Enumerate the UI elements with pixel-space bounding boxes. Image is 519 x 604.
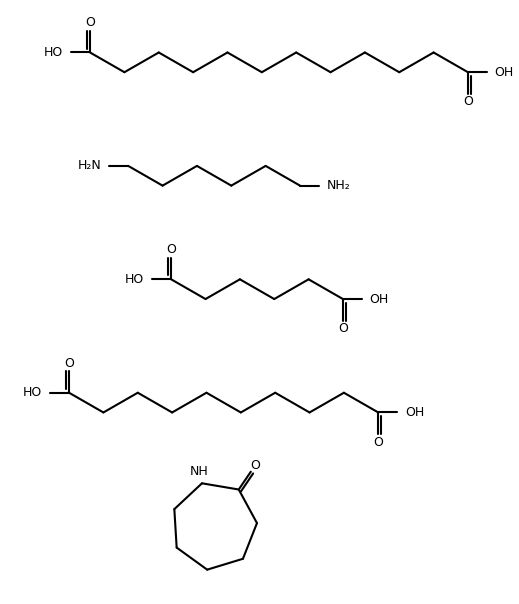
Text: O: O (373, 435, 383, 449)
Text: NH: NH (189, 466, 208, 478)
Text: OH: OH (495, 66, 514, 79)
Text: NH₂: NH₂ (327, 179, 350, 192)
Text: O: O (250, 459, 260, 472)
Text: O: O (64, 356, 74, 370)
Text: O: O (463, 95, 473, 108)
Text: HO: HO (23, 386, 43, 399)
Text: O: O (166, 243, 176, 256)
Text: HO: HO (125, 273, 144, 286)
Text: O: O (338, 322, 348, 335)
Text: OH: OH (405, 406, 424, 419)
Text: OH: OH (370, 292, 389, 306)
Text: O: O (85, 16, 95, 30)
Text: H₂N: H₂N (78, 159, 102, 172)
Text: HO: HO (44, 46, 63, 59)
